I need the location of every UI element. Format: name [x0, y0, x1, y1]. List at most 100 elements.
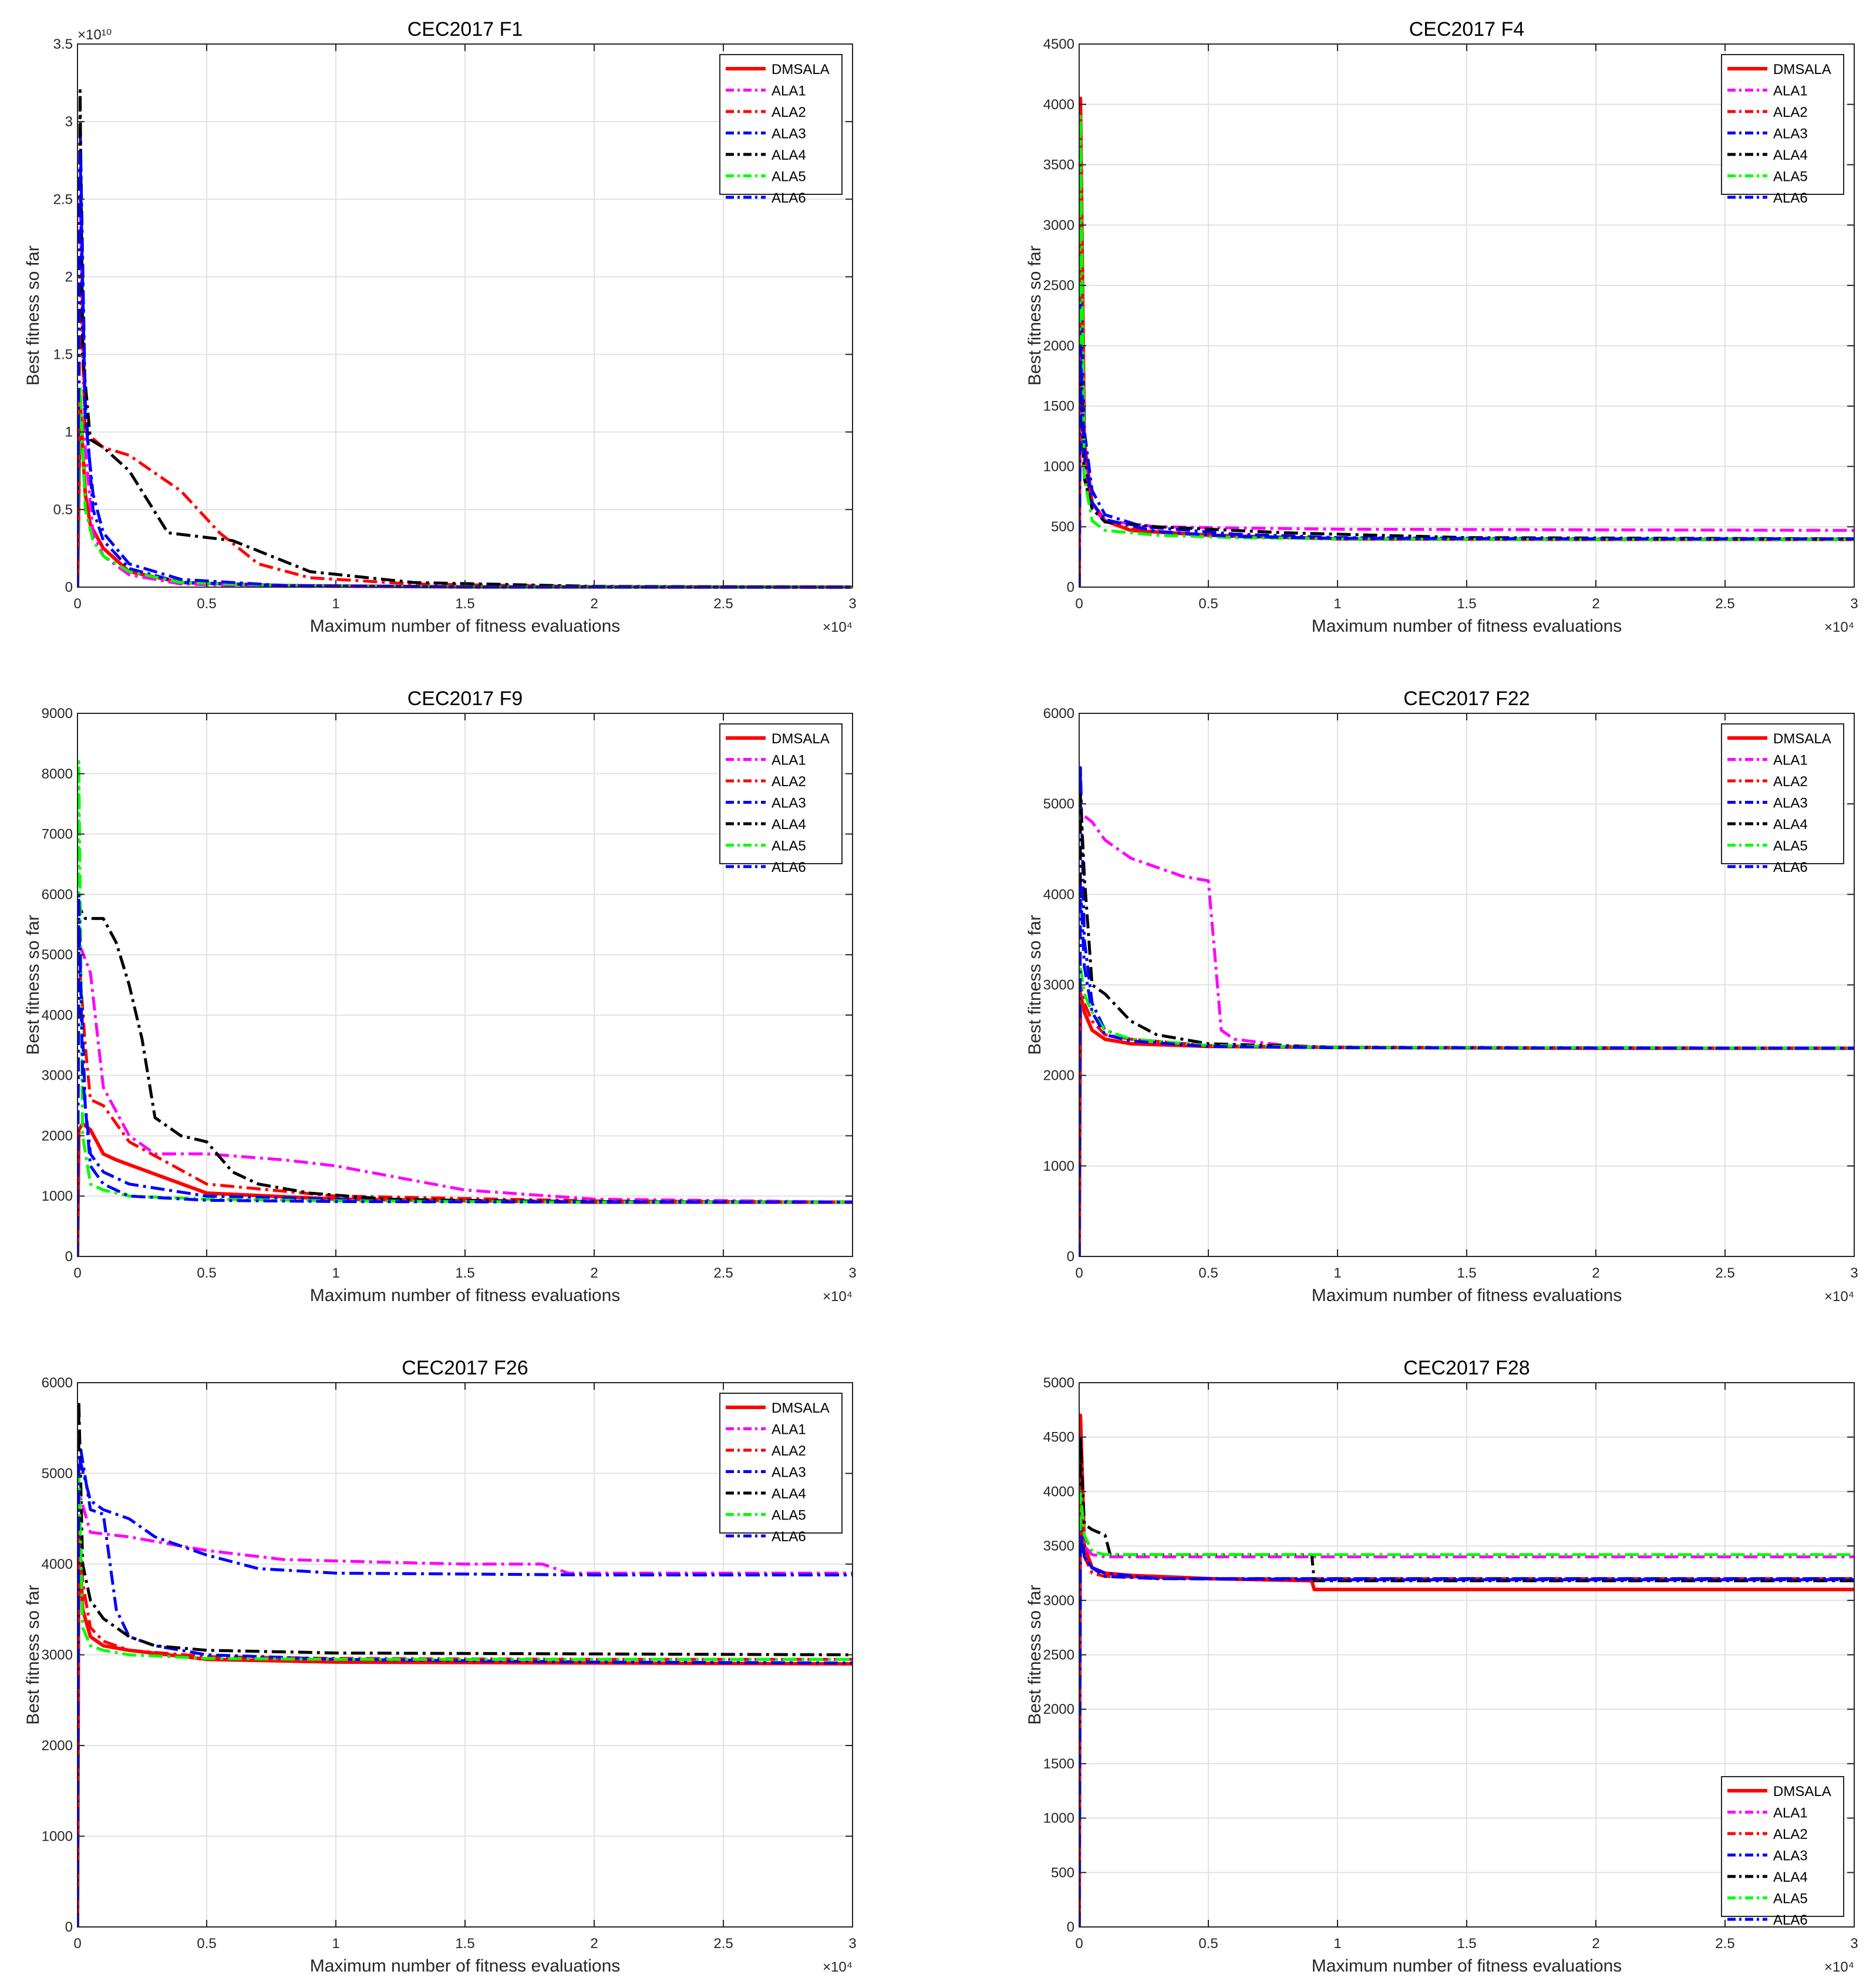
x-tick-label: 2 — [590, 1936, 598, 1952]
y-tick-label: 8000 — [42, 766, 73, 782]
legend-label-ala4: ALA4 — [1773, 1869, 1808, 1885]
series-line-ala5 — [1079, 114, 1854, 588]
legend-label-ala1: ALA1 — [772, 753, 806, 769]
y-tick-label: 1000 — [1043, 1158, 1074, 1174]
legend: DMSALA ALA1 ALA2 ALA3 ALA4 ALA5 ALA6 — [719, 723, 843, 875]
y-axis-label: Best fitness so far — [23, 245, 43, 385]
chart-panel-4: 0 0.5 1 1.5 2 2.5 3 0 1000 2000 3000 4000 5000 6000 ×1… — [1025, 688, 1858, 1305]
legend-label-dmsala: DMSALA — [772, 731, 830, 747]
x-tick-label: 2.5 — [1715, 1936, 1734, 1952]
legend-label-ala4: ALA4 — [772, 1486, 806, 1502]
x-tick-label: 1 — [332, 1265, 339, 1281]
series-line-ala4 — [1079, 368, 1854, 588]
chart-title: CEC2017 F1 — [407, 18, 523, 41]
legend-label-ala4: ALA4 — [1773, 147, 1808, 163]
x-tick-label: 0.5 — [1198, 1265, 1218, 1281]
legend-label-dmsala: DMSALA — [1773, 731, 1831, 747]
y-tick-label: 0.5 — [53, 502, 73, 518]
x-tick-label: 1.5 — [1457, 1265, 1476, 1281]
x-tick-label: 0.5 — [1198, 596, 1218, 612]
series-line-ala6 — [1079, 884, 1854, 1257]
y-tick-label: 4500 — [1043, 1430, 1074, 1445]
legend-label-ala6: ALA6 — [772, 1529, 806, 1545]
x-exponent-label: ×10⁴ — [1824, 1289, 1854, 1305]
y-tick-label: 6000 — [42, 1375, 73, 1391]
legend-label-ala5: ALA5 — [772, 169, 806, 185]
y-tick-label: 7000 — [42, 827, 73, 843]
series-line-ala5 — [1079, 965, 1854, 1257]
x-tick-label: 2.5 — [713, 1936, 733, 1952]
x-tick-label: 0.5 — [197, 1936, 216, 1952]
y-tick-label: 2500 — [1043, 278, 1074, 294]
y-axis-label: Best fitness so far — [1025, 245, 1045, 385]
legend-label-ala5: ALA5 — [1773, 838, 1808, 854]
y-tick-label: 3000 — [1043, 1593, 1074, 1609]
legend-label-ala5: ALA5 — [1773, 169, 1808, 185]
legend: DMSALA ALA1 ALA2 ALA3 ALA4 ALA5 ALA6 — [1721, 54, 1844, 206]
y-tick-label: 9000 — [42, 706, 73, 722]
legend-label-ala6: ALA6 — [1773, 1912, 1808, 1928]
y-tick-label: 500 — [1051, 519, 1074, 535]
x-tick-label: 1.5 — [455, 1936, 474, 1952]
y-tick-label: 5000 — [1043, 1375, 1074, 1391]
y-tick-label: 3000 — [1043, 217, 1074, 233]
series-line-ala4 — [1079, 1436, 1854, 1928]
legend-label-ala6: ALA6 — [1773, 860, 1808, 875]
y-tick-label: 5000 — [42, 1466, 73, 1482]
y-tick-label: 1500 — [1043, 399, 1074, 415]
y-tick-label: 1000 — [42, 1829, 73, 1845]
x-tick-label: 2 — [590, 1265, 598, 1281]
legend-label-ala3: ALA3 — [1773, 1848, 1808, 1864]
y-axis-label: Best fitness so far — [1025, 915, 1045, 1054]
x-exponent-label: ×10⁴ — [1824, 619, 1854, 635]
chart-title: CEC2017 F22 — [1403, 688, 1530, 710]
y-tick-label: 6000 — [1043, 706, 1074, 722]
y-tick-label: 2000 — [42, 1128, 73, 1144]
series-line-ala6 — [1079, 1534, 1854, 1928]
x-tick-label: 0 — [73, 596, 81, 612]
legend-label-ala2: ALA2 — [772, 1443, 806, 1459]
legend-label-ala1: ALA1 — [1773, 753, 1808, 769]
legend: DMSALA ALA1 ALA2 ALA3 ALA4 ALA5 ALA6 — [719, 1393, 843, 1545]
y-tick-label: 0 — [1067, 1249, 1074, 1265]
x-exponent-label: ×10⁴ — [823, 1959, 853, 1975]
legend-label-ala2: ALA2 — [1773, 1827, 1808, 1842]
x-tick-label: 3 — [848, 596, 856, 612]
chart-title: CEC2017 F9 — [407, 688, 523, 710]
legend-box — [1721, 723, 1844, 864]
legend-label-ala3: ALA3 — [772, 126, 806, 142]
y-tick-label: 2000 — [1043, 1701, 1074, 1717]
x-tick-label: 0 — [1075, 1936, 1083, 1952]
x-tick-label: 1.5 — [455, 596, 474, 612]
y-tick-label: 4000 — [1043, 97, 1074, 113]
x-axis-label: Maximum number of fitness evaluations — [310, 1286, 621, 1305]
y-tick-label: 2500 — [1043, 1647, 1074, 1663]
legend-label-ala1: ALA1 — [772, 83, 806, 99]
series-group — [78, 760, 853, 1257]
y-tick-label: 0 — [1067, 579, 1074, 595]
x-tick-label: 2.5 — [713, 1265, 733, 1281]
x-tick-label: 2 — [590, 596, 598, 612]
series-line-ala6 — [78, 892, 853, 1257]
series-line-ala4 — [78, 1399, 853, 1928]
x-tick-label: 1 — [332, 596, 339, 612]
legend-label-ala6: ALA6 — [1773, 190, 1808, 206]
legend-label-ala3: ALA3 — [772, 796, 806, 811]
legend-label-ala2: ALA2 — [1773, 774, 1808, 790]
legend-label-dmsala: DMSALA — [772, 1400, 830, 1416]
legend-label-ala6: ALA6 — [772, 860, 806, 875]
chart-panel-3: 0 0.5 1 1.5 2 2.5 3 0 1000 2000 3000 4000 5000 6000 70… — [23, 688, 857, 1305]
series-line-ala6 — [78, 1454, 853, 1928]
x-tick-label: 0.5 — [1198, 1936, 1218, 1952]
legend-box — [1721, 54, 1844, 195]
x-exponent-label: ×10⁴ — [823, 1289, 853, 1305]
series-line-ala2 — [78, 1508, 853, 1928]
y-tick-label: 1000 — [1043, 1811, 1074, 1827]
chart-panel-6: 0 0.5 1 1.5 2 2.5 3 0 500 1000 1500 2000 2500 3000 350… — [1025, 1357, 1858, 1976]
legend-label-ala4: ALA4 — [772, 817, 806, 833]
x-tick-label: 0 — [73, 1936, 81, 1952]
y-exponent-label: ×10¹⁰ — [78, 27, 112, 43]
y-tick-label: 2 — [65, 269, 73, 285]
y-tick-label: 4000 — [42, 1008, 73, 1023]
